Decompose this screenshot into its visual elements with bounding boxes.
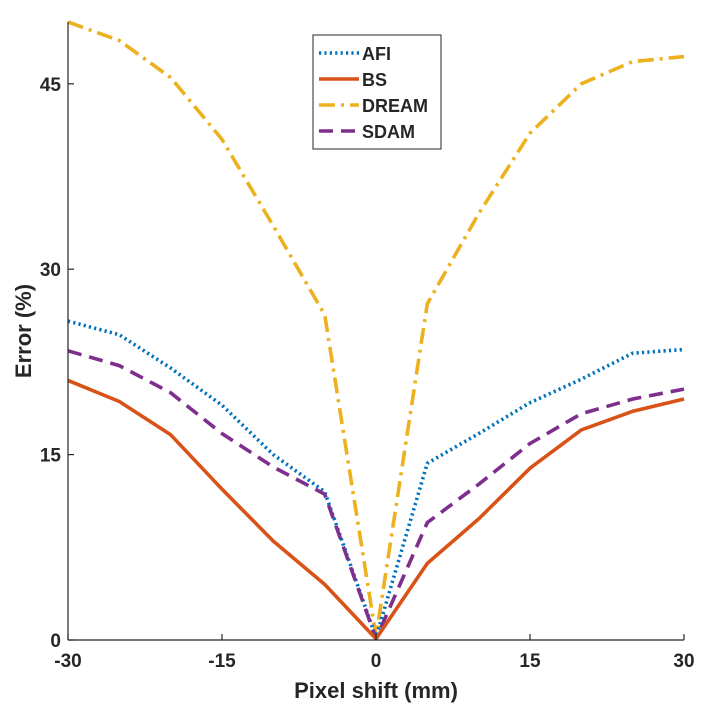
legend-item-dream: DREAM — [319, 96, 428, 116]
x-tick-label: 30 — [673, 651, 694, 672]
tick-layer: -30 -15 0 15 30 0 15 30 45 — [40, 75, 695, 672]
y-tick-label: 45 — [40, 75, 62, 96]
series-line-sdam — [67, 349, 685, 641]
legend-label: SDAM — [362, 122, 415, 142]
legend-item-afi: AFI — [319, 44, 391, 64]
x-tick-label: 0 — [371, 651, 382, 672]
legend-item-sdam: SDAM — [319, 122, 415, 142]
legend-box — [312, 34, 442, 150]
series-line-afi — [67, 319, 685, 640]
y-tick-label: 30 — [40, 260, 61, 281]
y-tick-label: 0 — [50, 631, 61, 652]
legend-label: BS — [362, 70, 387, 90]
legend-item-bs: BS — [319, 70, 387, 90]
y-axis-label: Error (%) — [11, 284, 36, 378]
series-line-bs — [67, 378, 685, 641]
legend-items: AFI BS DREAM SDAM — [319, 44, 428, 142]
legend: AFI BS DREAM SDAM — [312, 34, 442, 150]
x-axis-label: Pixel shift (mm) — [294, 678, 458, 703]
legend-label: AFI — [362, 44, 391, 64]
x-tick-label: -15 — [208, 651, 236, 672]
legend-label: DREAM — [362, 96, 428, 116]
x-tick-label: 15 — [519, 651, 541, 672]
x-tick-label: -30 — [54, 651, 81, 672]
y-tick-label: 15 — [40, 446, 62, 467]
